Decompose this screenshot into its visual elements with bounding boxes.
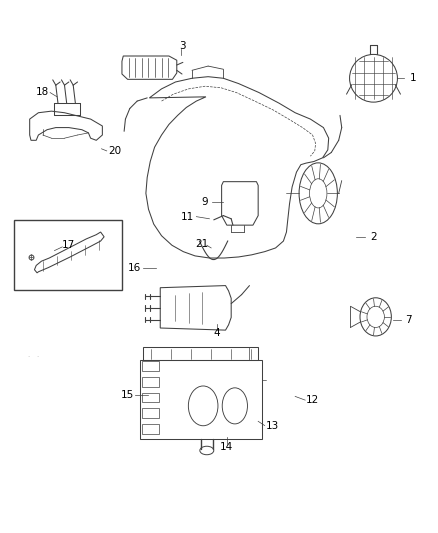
Text: 11: 11 (181, 212, 194, 222)
Text: 9: 9 (201, 197, 208, 207)
Text: 4: 4 (213, 328, 220, 338)
Text: 20: 20 (108, 146, 121, 156)
Text: 12: 12 (306, 395, 319, 405)
Bar (142, 408, 159, 418)
Text: 18: 18 (36, 86, 49, 96)
Bar (142, 361, 159, 371)
Text: 1: 1 (410, 73, 416, 83)
Bar (14, 220, 121, 290)
Text: ·   ·: · · (28, 353, 40, 360)
Text: 3: 3 (179, 42, 185, 52)
Text: 2: 2 (370, 232, 377, 243)
Text: 14: 14 (220, 442, 233, 452)
Bar (142, 424, 159, 433)
Text: 13: 13 (265, 421, 279, 431)
Bar (142, 377, 159, 386)
Bar (140, 360, 261, 439)
Text: 7: 7 (405, 314, 412, 325)
Bar (143, 347, 258, 360)
Text: 15: 15 (121, 390, 134, 400)
Text: 17: 17 (62, 240, 75, 251)
Bar (142, 393, 159, 402)
Text: 16: 16 (128, 263, 141, 272)
Text: 21: 21 (195, 239, 208, 249)
